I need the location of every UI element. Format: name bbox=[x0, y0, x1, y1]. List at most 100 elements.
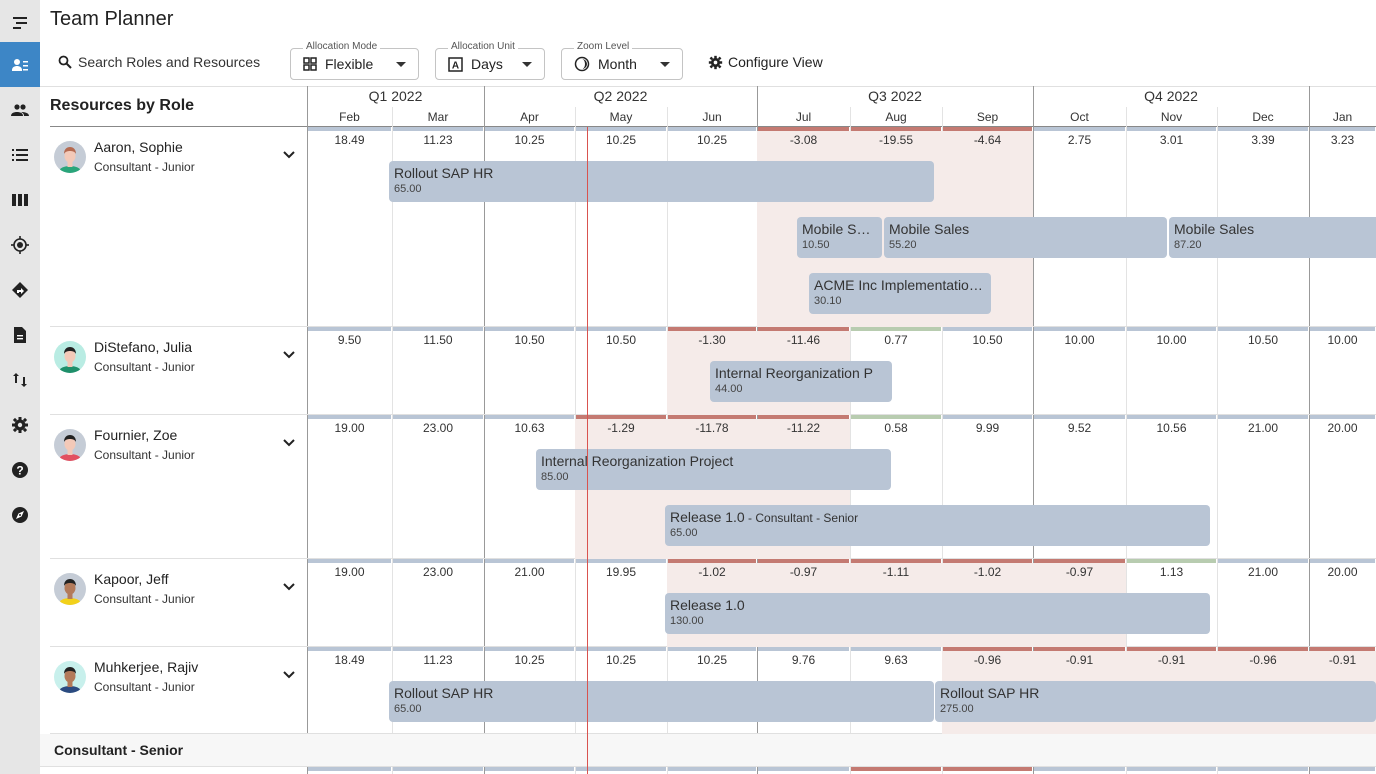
resource-name[interactable]: DiStefano, Julia bbox=[94, 339, 193, 355]
capacity-value: 11.23 bbox=[423, 133, 453, 147]
assignment-bar[interactable]: Rollout SAP HR 65.00 bbox=[389, 161, 934, 202]
zoom-level-select[interactable]: Zoom Level Month bbox=[561, 41, 683, 80]
capacity-bar bbox=[485, 559, 574, 563]
chevron-down-icon[interactable] bbox=[283, 671, 295, 679]
resource-row: Fournier, Zoe Consultant - Junior bbox=[50, 415, 307, 559]
assignment-bar[interactable]: Release 1.0 130.00 bbox=[665, 593, 1210, 634]
capacity-bar bbox=[943, 127, 1032, 131]
capacity-bar bbox=[943, 767, 1032, 771]
month-label: Dec bbox=[1252, 110, 1274, 124]
role-group-consultant-senior[interactable]: Consultant - Senior bbox=[40, 734, 1376, 767]
chevron-down-icon[interactable] bbox=[283, 583, 295, 591]
capacity-bar bbox=[943, 327, 1032, 331]
chevron-down-icon[interactable] bbox=[283, 151, 295, 159]
configure-view-button[interactable]: Configure View bbox=[708, 54, 823, 70]
sidebar-item-documents[interactable] bbox=[0, 312, 40, 357]
allocation-unit-select[interactable]: Allocation Unit A Days bbox=[435, 41, 545, 80]
capacity-bar bbox=[1218, 415, 1308, 419]
capacity-bar bbox=[758, 415, 849, 419]
sidebar-item-team-planner[interactable] bbox=[0, 42, 40, 87]
capacity-bar bbox=[576, 647, 666, 651]
month-label: Aug bbox=[885, 110, 907, 124]
search-roles-button[interactable]: Search Roles and Resources bbox=[58, 54, 260, 70]
capacity-value: -1.30 bbox=[698, 333, 726, 347]
sidebar-item-directions[interactable] bbox=[0, 267, 40, 312]
assignment-bar[interactable]: Release 1.0 - Consultant - Senior 65.00 bbox=[665, 505, 1210, 546]
capacity-value: 3.01 bbox=[1159, 133, 1184, 147]
month-label: Apr bbox=[520, 110, 539, 124]
capacity-bar bbox=[576, 415, 666, 419]
assignment-bar[interactable]: Mobile Sales 55.20 bbox=[884, 217, 1167, 258]
resource-name[interactable]: Kapoor, Jeff bbox=[94, 571, 169, 587]
sidebar-item-people[interactable] bbox=[0, 87, 40, 132]
assignment-name: Rollout SAP HR bbox=[394, 685, 929, 701]
resource-row: Aaron, Sophie Consultant - Junior bbox=[50, 127, 307, 327]
sidebar-item-board[interactable] bbox=[0, 177, 40, 222]
chevron-down-icon[interactable] bbox=[283, 351, 295, 359]
capacity-bar bbox=[393, 647, 483, 651]
capacity-value: -0.96 bbox=[973, 653, 1002, 667]
assignment-bar[interactable]: Internal Reorganization P 44.00 bbox=[710, 361, 892, 402]
resource-role: Consultant - Junior bbox=[94, 592, 195, 606]
sidebar: ? bbox=[0, 0, 40, 774]
resource-role: Consultant - Junior bbox=[94, 360, 195, 374]
assignment-name: ACME Inc Implementatio… bbox=[814, 277, 986, 293]
capacity-bar bbox=[1127, 127, 1216, 131]
capacity-bar bbox=[758, 559, 849, 563]
capacity-bar bbox=[668, 327, 756, 331]
assignment-bar[interactable]: Rollout SAP HR 275.00 bbox=[935, 681, 1376, 722]
capacity-value: -19.55 bbox=[878, 133, 914, 147]
assignment-title: Release 1.0 bbox=[670, 509, 745, 525]
capacity-value: -0.96 bbox=[1249, 653, 1277, 667]
chevron-down-icon[interactable] bbox=[283, 439, 295, 447]
contrast-icon bbox=[574, 56, 590, 72]
sidebar-item-help[interactable]: ? bbox=[0, 447, 40, 492]
capacity-value: -11.22 bbox=[786, 421, 821, 435]
list-icon bbox=[12, 148, 28, 161]
allocation-mode-select[interactable]: Allocation Mode Flexible bbox=[290, 41, 419, 80]
grid-icon bbox=[303, 57, 317, 71]
people-icon bbox=[11, 103, 29, 116]
capacity-value: 9.76 bbox=[791, 653, 816, 667]
assignment-value: 44.00 bbox=[715, 383, 743, 395]
avatar bbox=[54, 429, 86, 461]
sidebar-item-explore[interactable] bbox=[0, 492, 40, 537]
capacity-bar bbox=[1127, 327, 1216, 331]
resource-name[interactable]: Fournier, Zoe bbox=[94, 427, 178, 443]
capacity-bar bbox=[308, 327, 391, 331]
sidebar-item-target[interactable] bbox=[0, 222, 40, 267]
avatar bbox=[54, 661, 86, 693]
sidebar-item-settings[interactable] bbox=[0, 402, 40, 447]
assignment-bar[interactable]: Mobile Sal… 10.50 bbox=[797, 217, 882, 258]
capacity-bar bbox=[393, 127, 483, 131]
assignment-bar[interactable]: Rollout SAP HR 65.00 bbox=[389, 681, 934, 722]
capacity-bar bbox=[576, 559, 666, 563]
assignment-bar[interactable]: Mobile Sales 87.20 bbox=[1169, 217, 1376, 258]
sidebar-item-transfer[interactable] bbox=[0, 357, 40, 402]
capacity-value: 10.50 bbox=[972, 333, 1003, 347]
capacity-bar bbox=[1218, 127, 1308, 131]
svg-text:?: ? bbox=[16, 463, 23, 477]
resource-name[interactable]: Aaron, Sophie bbox=[94, 139, 183, 155]
capacity-value: -0.91 bbox=[1157, 653, 1186, 667]
resource-name[interactable]: Muhkerjee, Rajiv bbox=[94, 659, 199, 675]
grid-line bbox=[392, 107, 393, 774]
grid-line bbox=[1033, 86, 1034, 774]
menu-collapse-icon bbox=[13, 16, 27, 29]
capacity-value: -0.97 bbox=[1065, 565, 1094, 579]
capacity-bar bbox=[1218, 327, 1308, 331]
directions-icon bbox=[12, 281, 28, 298]
capacity-bar bbox=[393, 415, 483, 419]
assignment-value: 130.00 bbox=[670, 615, 704, 627]
document-icon bbox=[14, 326, 26, 343]
assignment-bar[interactable]: ACME Inc Implementatio… 30.10 bbox=[809, 273, 991, 314]
zoom-level-value: Month bbox=[598, 56, 637, 72]
svg-text:A: A bbox=[452, 60, 459, 71]
menu-collapse-button[interactable] bbox=[0, 0, 40, 45]
capacity-value: 10.63 bbox=[514, 421, 545, 435]
capacity-bar bbox=[851, 127, 941, 131]
sidebar-item-list[interactable] bbox=[0, 132, 40, 177]
assignment-bar[interactable]: Internal Reorganization Project 85.00 bbox=[536, 449, 891, 490]
capacity-bar bbox=[1218, 767, 1308, 771]
capacity-value: 23.00 bbox=[422, 421, 454, 435]
